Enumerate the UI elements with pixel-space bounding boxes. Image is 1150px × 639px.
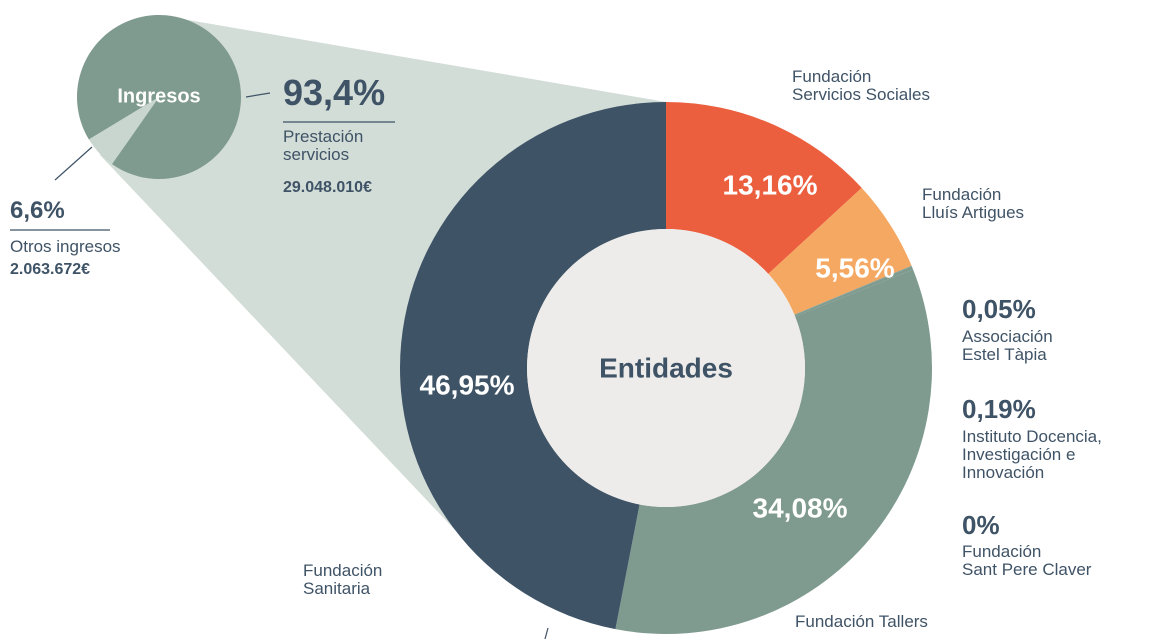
- donut-segment: [615, 269, 932, 634]
- center-label: Ingresos: [117, 85, 201, 108]
- leader-line: [54, 146, 93, 181]
- donut-segment: [794, 265, 912, 315]
- value-label: 34,08%: [752, 492, 848, 524]
- donut-segment: [768, 187, 912, 315]
- category-label: Fundación Sanitaria: [303, 561, 383, 598]
- category-label: Associación Estel Tàpia: [962, 327, 1053, 364]
- pie-slice: [88, 97, 159, 165]
- donut-hole: [527, 229, 805, 507]
- value-label: 13,16%: [722, 169, 818, 201]
- donut-segment: [666, 102, 862, 274]
- donut-segment: [794, 266, 914, 317]
- category-label: Fundación Lluís Artigues: [922, 185, 1025, 222]
- value-label: 0%: [962, 510, 1000, 540]
- value-label: 0,19%: [962, 394, 1036, 424]
- value-label: 0,05%: [962, 294, 1036, 324]
- pie-slice: [76, 14, 241, 179]
- leader-line: [544, 627, 549, 639]
- center-label: Entidades: [599, 352, 733, 384]
- category-label: Fundación Tallers: [795, 612, 928, 631]
- leader-lines: [10, 92, 951, 639]
- value-label: 93,4%: [283, 72, 386, 113]
- leader-line: [899, 509, 951, 541]
- donut-segment: [400, 102, 666, 630]
- value-label: 46,95%: [419, 369, 515, 401]
- category-label: Prestación servicios: [283, 127, 364, 164]
- amount-label: 29.048.010€: [283, 179, 372, 196]
- value-label: 5,56%: [815, 252, 895, 284]
- category-label: Otros ingresos: [10, 237, 121, 256]
- category-label: Fundación Servicios Sociales: [792, 67, 930, 104]
- category-label: Instituto Docencia, Investigación e Inno…: [962, 427, 1102, 482]
- leader-line: [245, 92, 271, 98]
- amount-label: 2.063.672€: [10, 261, 91, 278]
- value-label: 6,6%: [10, 197, 65, 224]
- category-label: Fundación Sant Pere Claver: [962, 542, 1092, 579]
